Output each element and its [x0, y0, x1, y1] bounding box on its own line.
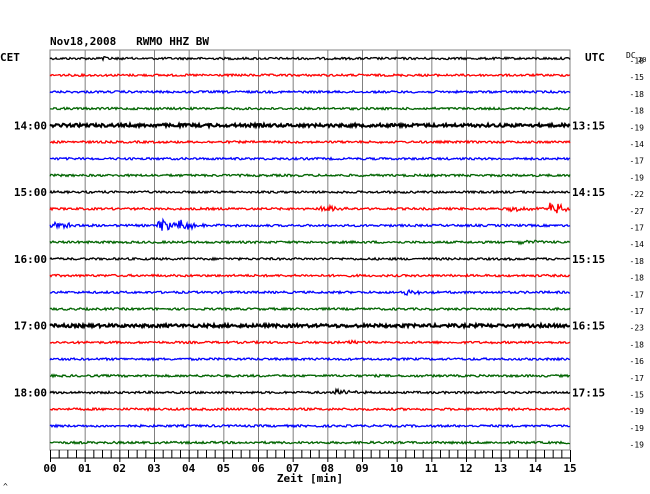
dc-value: -18: [630, 57, 645, 66]
x-tick-label: 06: [251, 462, 265, 475]
right-zone-label: UTC: [585, 51, 605, 64]
trace-7: [49, 173, 571, 178]
dc-value: -19: [630, 407, 645, 416]
x-tick-label: 04: [182, 462, 196, 475]
utc-hour-label: 13:15: [572, 119, 605, 132]
trace-18: [49, 356, 571, 362]
utc-hour-label: 14:15: [572, 186, 605, 199]
trace-13: [49, 273, 571, 279]
x-axis-label: Zeit [min]: [277, 472, 343, 485]
trace-10: [49, 217, 571, 231]
x-tick-label: 05: [217, 462, 230, 475]
seismic-traces: [49, 56, 571, 446]
dc-value: -18: [630, 340, 645, 349]
x-tick-label: 03: [147, 462, 160, 475]
cet-hour-label: 14:00: [14, 119, 47, 132]
x-tick-label: 09: [355, 462, 368, 475]
dc-value: -18: [630, 90, 645, 99]
trace-4: [49, 121, 571, 130]
dc-value: -22: [630, 190, 645, 199]
dc-value: -18: [630, 107, 645, 116]
trace-14: [49, 288, 570, 297]
utc-hour-label: 15:15: [572, 253, 605, 266]
trace-0: [49, 56, 571, 62]
trace-17: [49, 339, 571, 345]
dc-value: -17: [630, 224, 645, 233]
cet-hour-label: 18:00: [14, 387, 47, 400]
trace-19: [49, 373, 570, 379]
corner-mark: ^: [3, 482, 8, 491]
x-tick-label: 13: [494, 462, 507, 475]
dc-value: -19: [630, 173, 645, 182]
trace-23: [49, 440, 571, 446]
x-tick-label: 08: [321, 462, 334, 475]
trace-2: [49, 89, 571, 95]
dc-value: -27: [630, 207, 645, 216]
x-tick-label: 02: [113, 462, 126, 475]
cet-hour-labels: 14:00 15:00 16:00 17:00 18:00: [14, 119, 47, 399]
trace-21: [49, 406, 570, 412]
x-tick-label: 11: [425, 462, 439, 475]
cet-hour-label: 17:00: [14, 320, 47, 333]
dc-value: -17: [630, 157, 645, 166]
x-tick-label: 14: [529, 462, 543, 475]
chart-title: Nov18,2008 RWMO HHZ BW: [50, 35, 209, 48]
trace-20: [49, 387, 571, 396]
dc-subscript: 20: [638, 56, 646, 64]
utc-hour-label: 16:15: [572, 320, 605, 333]
dc-value: -19: [630, 424, 645, 433]
trace-9: [49, 202, 571, 214]
time-axis: 00 01 02 03 04 05 06 07 08 09 10 11 12 13 14 15: [43, 450, 577, 475]
utc-hour-labels: 13:15 14:15 15:15 16:15 17:15: [572, 119, 605, 399]
dc-value: -17: [630, 374, 645, 383]
trace-15: [49, 306, 571, 312]
dc-offset-labels: -18 -15 -18 -18 -19 -14 -17 -19 -22 -27 -17 -14 -18 -…: [630, 57, 645, 450]
dc-value: -16: [630, 357, 645, 366]
trace-8: [49, 189, 571, 195]
dc-value: -18: [630, 274, 645, 283]
trace-3: [50, 106, 571, 111]
dc-value: -15: [630, 391, 645, 400]
dc-value: -14: [630, 140, 645, 149]
dc-value: -19: [630, 123, 645, 132]
x-tick-label: 10: [390, 462, 403, 475]
x-tick-label: 12: [459, 462, 472, 475]
trace-16: [49, 321, 570, 330]
cet-hour-label: 15:00: [14, 186, 47, 199]
dc-label: DC: [626, 51, 636, 60]
cet-hour-label: 16:00: [14, 253, 47, 266]
dc-value: -17: [630, 290, 645, 299]
dc-value: -23: [630, 324, 645, 333]
grid-lines: [49, 49, 571, 451]
dc-value: -17: [630, 307, 645, 316]
trace-1: [49, 72, 571, 78]
trace-22: [49, 423, 571, 429]
left-zone-label: CET: [0, 51, 20, 64]
trace-12: [49, 256, 571, 262]
trace-5: [49, 139, 571, 145]
dc-value: -14: [630, 240, 645, 249]
x-tick-label: 01: [78, 462, 92, 475]
dc-value: -15: [630, 73, 645, 82]
utc-hour-label: 17:15: [572, 387, 605, 400]
dc-value: -19: [630, 441, 645, 450]
x-tick-label: 07: [286, 462, 299, 475]
trace-11: [49, 239, 571, 246]
x-tick-label: 15: [563, 462, 576, 475]
trace-6: [49, 156, 571, 162]
x-tick-label: 00: [43, 462, 56, 475]
dc-value: -18: [630, 257, 645, 266]
